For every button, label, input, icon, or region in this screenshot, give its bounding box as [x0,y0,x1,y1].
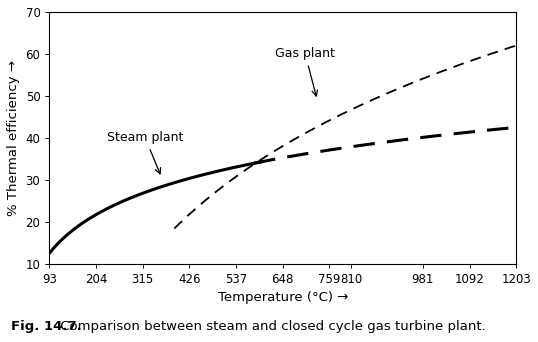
Text: Fig. 14.7.: Fig. 14.7. [11,320,82,333]
Text: Steam plant: Steam plant [107,131,183,174]
X-axis label: Temperature (°C) →: Temperature (°C) → [217,291,348,304]
Text: Comparison between steam and closed cycle gas turbine plant.: Comparison between steam and closed cycl… [56,320,486,333]
Text: Gas plant: Gas plant [275,48,335,96]
Y-axis label: % Thermal efficiency →: % Thermal efficiency → [7,60,20,216]
